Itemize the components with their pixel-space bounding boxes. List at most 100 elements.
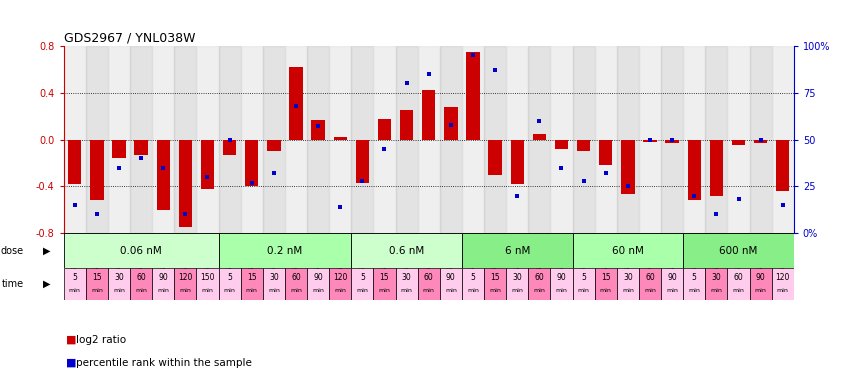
Bar bbox=[688, 139, 701, 200]
Bar bbox=[240, 268, 263, 300]
Text: 15: 15 bbox=[247, 273, 256, 282]
Bar bbox=[218, 268, 240, 300]
Bar bbox=[64, 46, 86, 233]
Bar bbox=[108, 268, 130, 300]
Bar bbox=[351, 46, 374, 233]
Text: 120: 120 bbox=[333, 273, 347, 282]
Text: min: min bbox=[246, 288, 258, 293]
Bar bbox=[240, 46, 263, 233]
Bar bbox=[396, 268, 418, 300]
Bar bbox=[639, 46, 661, 233]
Bar bbox=[290, 67, 302, 139]
Text: 15: 15 bbox=[491, 273, 500, 282]
Bar bbox=[683, 268, 706, 300]
Text: min: min bbox=[401, 288, 413, 293]
Bar bbox=[285, 46, 307, 233]
Bar bbox=[728, 46, 750, 233]
Bar bbox=[152, 46, 174, 233]
Bar bbox=[706, 268, 728, 300]
Bar bbox=[307, 268, 329, 300]
Text: 15: 15 bbox=[380, 273, 390, 282]
Text: 5: 5 bbox=[228, 273, 232, 282]
Text: 60: 60 bbox=[424, 273, 434, 282]
Bar bbox=[484, 268, 506, 300]
Bar bbox=[108, 46, 130, 233]
Bar bbox=[594, 268, 617, 300]
Bar bbox=[706, 46, 728, 233]
Text: min: min bbox=[445, 288, 457, 293]
Text: percentile rank within the sample: percentile rank within the sample bbox=[76, 358, 252, 368]
Text: min: min bbox=[577, 288, 589, 293]
Bar bbox=[263, 268, 285, 300]
Bar bbox=[732, 139, 745, 146]
Bar bbox=[466, 52, 480, 139]
Bar bbox=[351, 268, 374, 300]
Bar bbox=[639, 268, 661, 300]
Bar bbox=[462, 268, 484, 300]
Text: 0.6 nM: 0.6 nM bbox=[389, 246, 424, 256]
Text: min: min bbox=[335, 288, 346, 293]
Text: 120: 120 bbox=[776, 273, 790, 282]
Bar bbox=[218, 233, 351, 268]
Text: min: min bbox=[689, 288, 700, 293]
Text: min: min bbox=[511, 288, 523, 293]
Bar bbox=[776, 139, 790, 191]
Bar bbox=[572, 46, 594, 233]
Text: 15: 15 bbox=[92, 273, 102, 282]
Bar bbox=[156, 139, 170, 210]
Text: 30: 30 bbox=[623, 273, 633, 282]
Bar bbox=[510, 139, 524, 184]
Bar bbox=[334, 137, 347, 139]
Text: min: min bbox=[268, 288, 280, 293]
Text: 5: 5 bbox=[72, 273, 77, 282]
Bar bbox=[218, 46, 240, 233]
Bar bbox=[174, 46, 196, 233]
Bar bbox=[444, 107, 458, 139]
Bar bbox=[245, 139, 258, 186]
Text: 5: 5 bbox=[470, 273, 475, 282]
Text: min: min bbox=[113, 288, 125, 293]
Bar bbox=[112, 139, 126, 158]
Bar bbox=[599, 139, 612, 165]
Text: ■: ■ bbox=[66, 358, 76, 368]
Text: 0.06 nM: 0.06 nM bbox=[121, 246, 162, 256]
Bar bbox=[506, 46, 528, 233]
Text: min: min bbox=[777, 288, 789, 293]
Text: 600 nM: 600 nM bbox=[719, 246, 757, 256]
Bar bbox=[710, 139, 723, 196]
Text: log2 ratio: log2 ratio bbox=[76, 335, 127, 345]
Bar bbox=[661, 46, 683, 233]
Text: min: min bbox=[179, 288, 191, 293]
Bar bbox=[462, 46, 484, 233]
Text: 60 nM: 60 nM bbox=[612, 246, 644, 256]
Bar bbox=[418, 268, 440, 300]
Text: ■: ■ bbox=[66, 335, 76, 345]
Bar bbox=[661, 268, 683, 300]
Bar bbox=[422, 91, 436, 139]
Bar bbox=[285, 268, 307, 300]
Bar bbox=[754, 139, 767, 143]
Text: min: min bbox=[135, 288, 147, 293]
Text: time: time bbox=[2, 279, 24, 289]
Bar bbox=[621, 139, 634, 194]
Text: min: min bbox=[379, 288, 391, 293]
Bar bbox=[750, 268, 772, 300]
Bar bbox=[484, 46, 506, 233]
Bar bbox=[750, 46, 772, 233]
Text: min: min bbox=[489, 288, 501, 293]
Text: min: min bbox=[755, 288, 767, 293]
Bar bbox=[267, 139, 280, 151]
Bar bbox=[683, 233, 794, 268]
Text: dose: dose bbox=[0, 246, 24, 256]
Bar bbox=[312, 120, 325, 139]
Text: 5: 5 bbox=[582, 273, 586, 282]
Bar bbox=[644, 139, 656, 142]
Bar bbox=[374, 46, 396, 233]
Bar bbox=[130, 46, 152, 233]
Bar bbox=[594, 46, 617, 233]
Text: 90: 90 bbox=[313, 273, 323, 282]
Bar bbox=[683, 46, 706, 233]
Bar bbox=[329, 46, 351, 233]
Text: min: min bbox=[423, 288, 435, 293]
Bar bbox=[90, 139, 104, 200]
